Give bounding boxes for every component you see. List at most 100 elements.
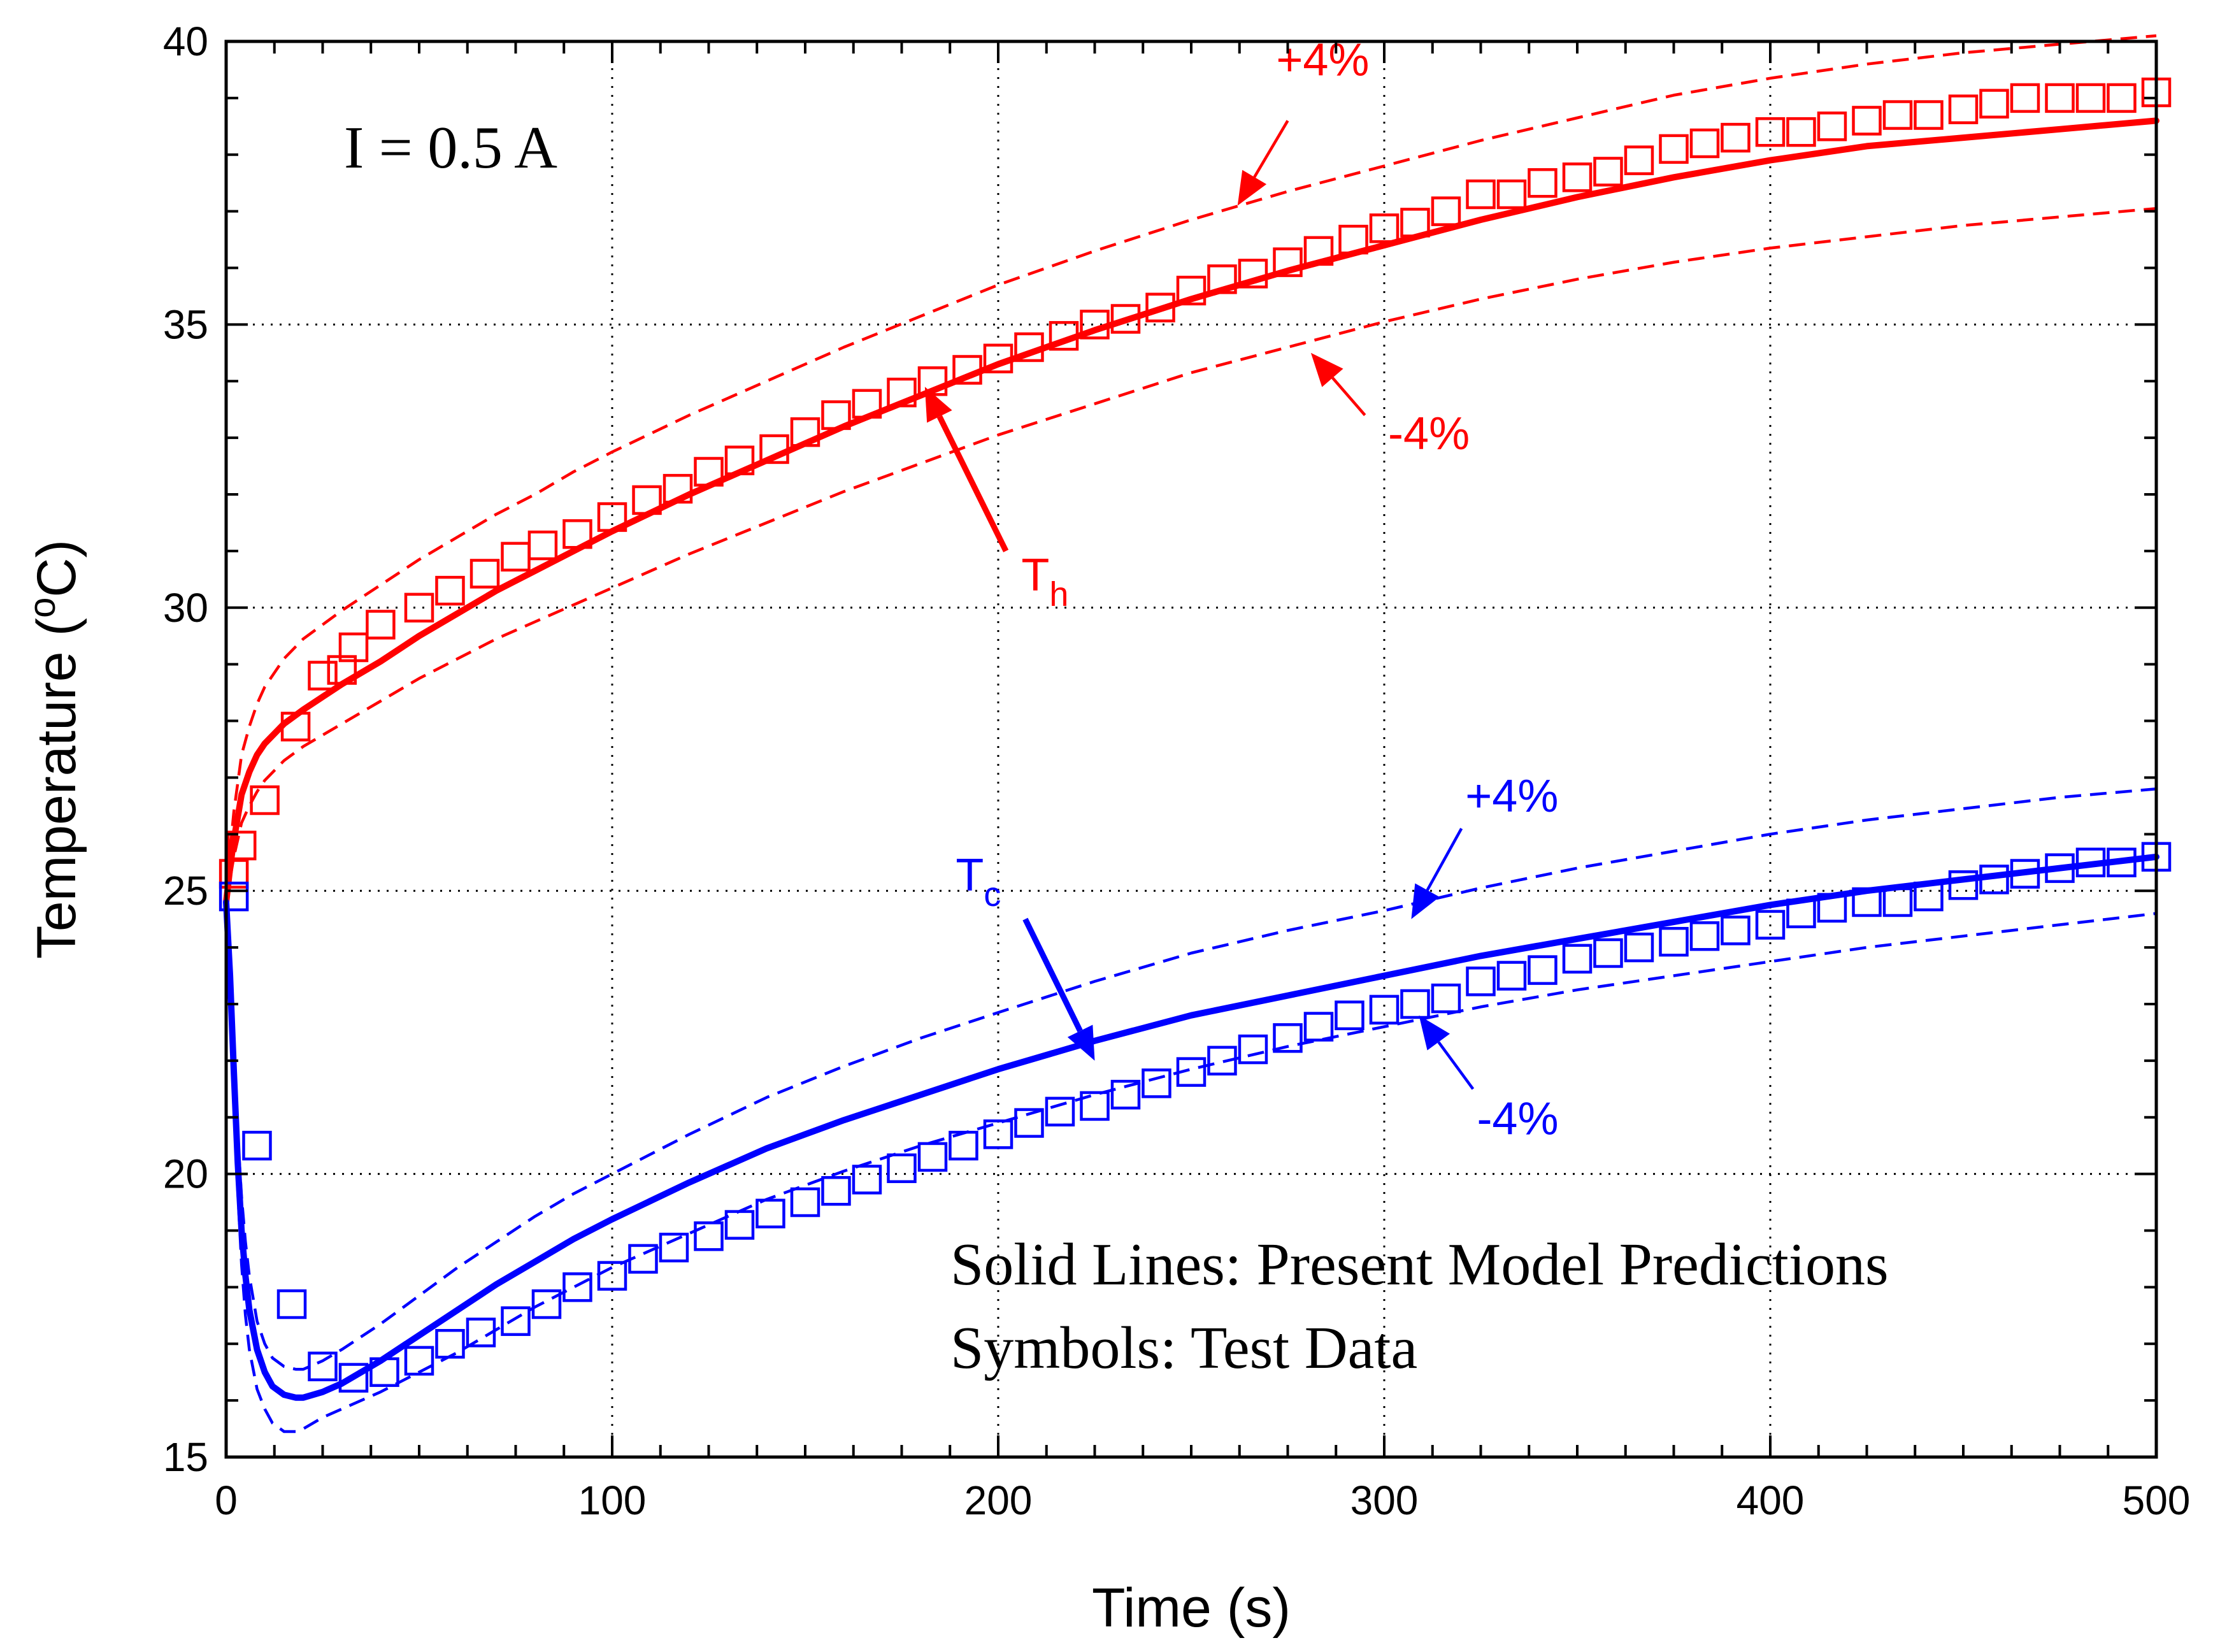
tc-test-data-marker: [369, 1357, 399, 1387]
annotation-arrow-shaft: [1331, 377, 1366, 417]
tc-model-line: [223, 853, 2159, 1401]
th-test-data-marker: [1979, 89, 2009, 119]
tc-test-data-marker: [1786, 898, 1816, 929]
tc-test-data-marker: [562, 1272, 592, 1302]
tc-test-data-marker: [276, 1289, 307, 1319]
x-tick-label: 300: [1350, 1477, 1419, 1523]
th-test-data-marker: [366, 610, 396, 640]
tc-test-data-marker: [1689, 921, 1720, 951]
axis-ticks: [225, 40, 2158, 1458]
annotation-label-main: +4%: [1276, 34, 1369, 85]
tc-test-data-marker: [2075, 847, 2106, 878]
tc-test-data-marker: [466, 1318, 496, 1347]
series-layer: [223, 34, 2159, 1433]
th-test-data-marker: [435, 575, 465, 606]
x-tick-labels: 0 100 200 300 400 500: [215, 1477, 2190, 1523]
th-test-data-marker: [562, 519, 592, 549]
tc-test-data-marker: [1721, 916, 1751, 945]
th-test-data-marker: [1080, 310, 1110, 340]
annotation-arrow-head: [1237, 169, 1267, 206]
x-axis-title: Time (s): [1092, 1577, 1291, 1639]
tc-test-data-marker: [1238, 1034, 1268, 1065]
tc-test-data-marker: [756, 1198, 785, 1229]
tc-test-data-marker: [1882, 887, 1913, 917]
th-test-data-marker: [1014, 332, 1044, 363]
th-test-data-marker: [2010, 83, 2040, 113]
annotation-arrow-shaft: [1253, 120, 1289, 178]
tc-test-data-marker: [1014, 1108, 1044, 1138]
th-test-data-marker: [821, 400, 851, 430]
th-test-data-marker: [1852, 106, 1882, 136]
th-test-data-marker: [338, 632, 369, 663]
tc-test-data-marker: [2010, 859, 2040, 889]
annotation-arrow-shaft: [936, 415, 1009, 552]
th-test-data-marker: [1110, 304, 1141, 334]
th-test-data-marker: [983, 343, 1013, 373]
tc-test-data-marker: [1080, 1091, 1110, 1121]
th-test-data-marker: [308, 661, 338, 691]
tc-test-data-marker: [949, 1130, 978, 1161]
tc-test-data-marker: [1914, 881, 1944, 912]
tc-4-bound-line: [224, 901, 2157, 1433]
tc-test-data-marker: [308, 1351, 338, 1382]
annotation-arrow-head: [1419, 1015, 1450, 1051]
th-test-data-marker: [2045, 83, 2075, 113]
th-test-data-marker: [327, 655, 357, 685]
tc-test-data-marker: [242, 1130, 272, 1161]
th-test-data-marker: [1496, 179, 1527, 210]
legend-symbols-note: Symbols: Test Data: [950, 1315, 1417, 1381]
tc-test-data-marker: [1755, 910, 1786, 940]
tc-test-data-marker: [1948, 870, 1979, 900]
th-test-data-marker: [1659, 134, 1689, 164]
th-test-data-marker: [404, 593, 434, 623]
tc-test-data-marker: [983, 1119, 1013, 1149]
annotation-label: -4%: [1388, 408, 1470, 459]
tc-test-data-marker: [852, 1165, 882, 1195]
tc-test-data-marker: [1110, 1079, 1141, 1110]
th-test-data-marker: [1431, 196, 1461, 226]
th-test-data-marker: [1466, 179, 1496, 210]
tc-test-data-marker: [1852, 887, 1882, 917]
annotation-label-subscript: h: [1049, 575, 1068, 614]
tc-test-data-marker: [1369, 995, 1400, 1025]
th-test-data-marker: [1689, 128, 1720, 159]
th-test-data-marker: [662, 473, 693, 504]
y-axis-title-degree: o: [22, 598, 63, 618]
th-test-data-marker: [887, 377, 917, 408]
tc-test-data-marker: [1496, 961, 1527, 991]
y-tick-label: 30: [163, 585, 208, 631]
tc-test-data-marker: [1466, 966, 1496, 996]
th-test-data-marker: [2107, 83, 2137, 113]
annotation-arrow-head: [1067, 1024, 1095, 1061]
th-test-data-marker: [1562, 162, 1593, 192]
tc-test-data-marker: [597, 1261, 627, 1291]
th-test-data-marker: [694, 457, 724, 487]
tc-test-data-marker: [659, 1232, 689, 1263]
annotation-arrow-head: [1411, 883, 1440, 919]
th-test-data-marker: [1721, 122, 1751, 153]
th-test-data-marker: [724, 445, 755, 475]
tc-test-data-marker: [435, 1328, 465, 1359]
th-test-data-marker: [469, 559, 500, 589]
th-test-data-marker: [527, 530, 558, 561]
y-axis-title-main: Temperature (: [26, 617, 87, 959]
tc-test-data-marker: [1431, 983, 1461, 1014]
th-test-data-marker: [1176, 275, 1207, 306]
tc-test-data-marker: [2045, 853, 2075, 883]
tc-test-data-marker: [1659, 926, 1689, 957]
th-test-data-marker: [1528, 168, 1558, 198]
y-tick-labels: 15 20 25 30 35 40: [163, 18, 208, 1480]
annotation-arrow-shaft: [1022, 917, 1083, 1033]
th-test-data-marker: [218, 859, 249, 889]
grid-lines: [226, 41, 2156, 1457]
tc-test-data-marker: [1528, 955, 1558, 985]
tc-test-data-marker: [338, 1363, 369, 1393]
y-tick-label: 25: [163, 868, 208, 914]
tc-test-data-marker: [1045, 1096, 1075, 1127]
tc-test-data-marker: [1400, 989, 1430, 1019]
th-test-data-marker: [1882, 100, 1913, 130]
annotation-arrow-head: [924, 387, 952, 423]
tc-test-data-marker: [2107, 847, 2137, 878]
tc-test-data-marker: [1335, 1000, 1364, 1030]
